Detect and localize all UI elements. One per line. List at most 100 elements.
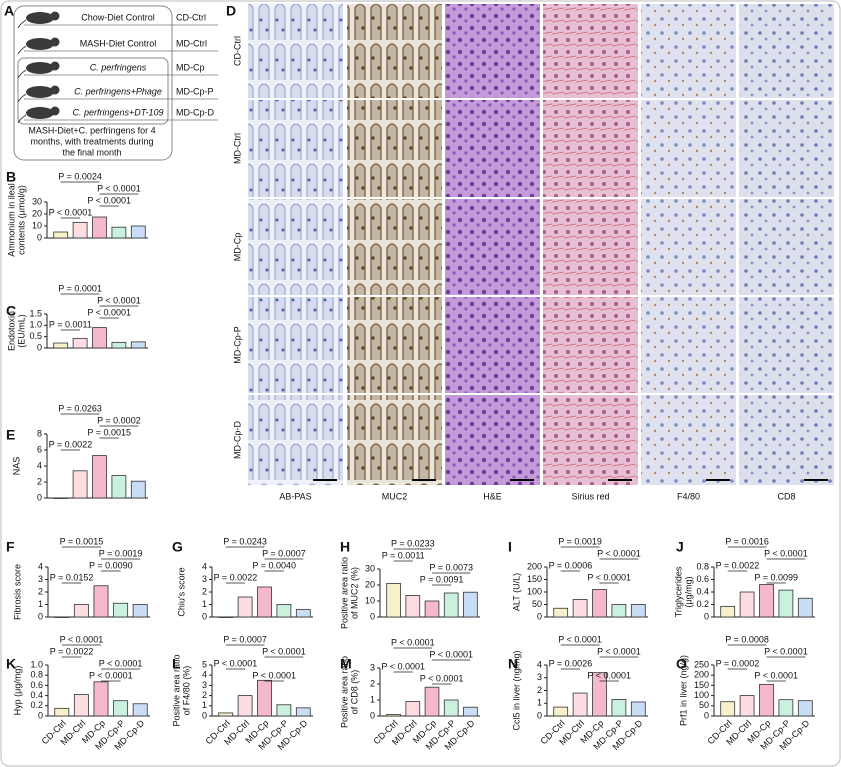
bar	[113, 602, 129, 618]
p-value: P < 0.0001	[97, 183, 141, 193]
bar	[759, 584, 774, 618]
p-value: P < 0.0001	[262, 646, 306, 656]
histology-image	[739, 100, 834, 197]
y-tick-label: 30	[32, 196, 42, 206]
p-value: P = 0.0019	[558, 536, 602, 546]
y-tick-label: 3	[38, 574, 43, 584]
y-tick-label: 1.0	[29, 320, 42, 330]
bar	[720, 605, 736, 618]
bar	[218, 616, 234, 618]
p-value: P < 0.0001	[597, 646, 641, 656]
bar	[424, 686, 440, 717]
row-label: MD-Cp-P	[232, 326, 242, 364]
mouse-head	[50, 37, 60, 47]
y-tick-label: 0	[202, 611, 207, 621]
p-value: P = 0.0002	[97, 415, 141, 425]
y-axis-label: contents (μmol/g)	[16, 185, 26, 255]
bar	[463, 706, 478, 717]
y-axis-label: Ammonium in ileal	[6, 183, 16, 257]
column-label: H&E	[483, 491, 502, 501]
p-value: P < 0.0001	[214, 658, 258, 668]
group-code: MD-Cp-P	[176, 86, 214, 96]
bar	[611, 699, 627, 717]
column-label: F4/80	[677, 491, 700, 501]
bar	[93, 681, 109, 717]
mouse-head	[50, 61, 60, 71]
histology-image	[739, 4, 834, 98]
p-value: P < 0.0001	[420, 673, 464, 683]
y-tick-label: 100	[527, 586, 542, 596]
group-code: MD-Cp-D	[176, 107, 214, 117]
bar	[53, 231, 69, 239]
y-tick-label: 6	[37, 444, 42, 454]
p-value: P < 0.0001	[252, 670, 296, 680]
y-tick-label: 0	[537, 710, 542, 720]
bar	[130, 341, 146, 349]
bar	[218, 712, 234, 717]
y-tick-label: 0.4	[30, 690, 43, 700]
bar	[72, 338, 88, 349]
p-value: P < 0.0001	[597, 548, 641, 558]
y-tick-label: 0	[38, 710, 43, 720]
p-value: P = 0.0019	[99, 548, 143, 558]
bar	[797, 700, 813, 717]
note-line: the final month	[62, 147, 121, 157]
bar	[630, 604, 646, 618]
y-tick-label: 2	[37, 476, 42, 486]
p-value: P = 0.0002	[716, 658, 760, 668]
p-value: P < 0.0001	[60, 634, 104, 644]
y-axis-label: Positive area ratio	[339, 557, 349, 629]
y-tick-label: 0.2	[696, 599, 709, 609]
mouse-icon	[26, 62, 54, 74]
p-value: P < 0.0001	[587, 670, 631, 680]
p-value: P < 0.0001	[381, 661, 425, 671]
bar	[295, 707, 311, 717]
histology-image	[543, 297, 638, 393]
histology-image	[445, 297, 540, 393]
p-value: P = 0.0099	[754, 572, 798, 582]
y-tick-label: 0	[370, 710, 375, 720]
mouse-head	[50, 85, 60, 95]
row-label: MD-Cp-D	[232, 421, 242, 459]
y-tick-label: 250	[694, 659, 709, 669]
y-tick-label: 1	[537, 698, 542, 708]
y-tick-label: 50	[532, 599, 542, 609]
y-tick-label: 200	[527, 561, 542, 571]
p-value: P = 0.0022	[214, 572, 258, 582]
p-value: P = 0.0263	[58, 403, 102, 413]
bar	[276, 704, 292, 717]
y-tick-label: 4	[537, 659, 542, 669]
histology-image	[641, 4, 736, 98]
p-value: P = 0.0007	[223, 634, 267, 644]
mouse-head	[50, 11, 60, 21]
bar	[739, 591, 755, 618]
y-tick-label: 0	[704, 611, 709, 621]
mouse-head	[50, 106, 60, 116]
p-value: P < 0.0001	[429, 649, 473, 659]
y-tick-label: 0	[202, 710, 207, 720]
panel-letter: N	[508, 656, 518, 672]
bar	[237, 695, 253, 717]
mouse-icon	[26, 107, 54, 119]
p-value: P < 0.0001	[97, 295, 141, 305]
histology-image	[248, 395, 343, 485]
p-value: P = 0.0015	[87, 427, 131, 437]
p-value: P = 0.0001	[58, 283, 102, 293]
p-value: P = 0.0243	[223, 536, 267, 546]
histology-image	[445, 4, 540, 98]
bar	[572, 599, 588, 618]
bar	[92, 216, 107, 239]
histology-image	[641, 199, 736, 295]
y-tick-label: 0	[38, 611, 43, 621]
y-tick-label: 0	[370, 611, 375, 621]
p-value: P < 0.0001	[87, 195, 131, 205]
p-value: P < 0.0001	[587, 572, 631, 582]
bar	[386, 714, 401, 717]
histology-image	[739, 199, 834, 295]
y-tick-label: 4	[37, 460, 42, 470]
histology-image	[543, 395, 638, 485]
p-value: P = 0.0073	[429, 562, 473, 572]
mouse-tail	[17, 19, 27, 29]
group-label: MASH-Diet Control	[80, 38, 157, 48]
panel-letter: C	[6, 303, 16, 319]
